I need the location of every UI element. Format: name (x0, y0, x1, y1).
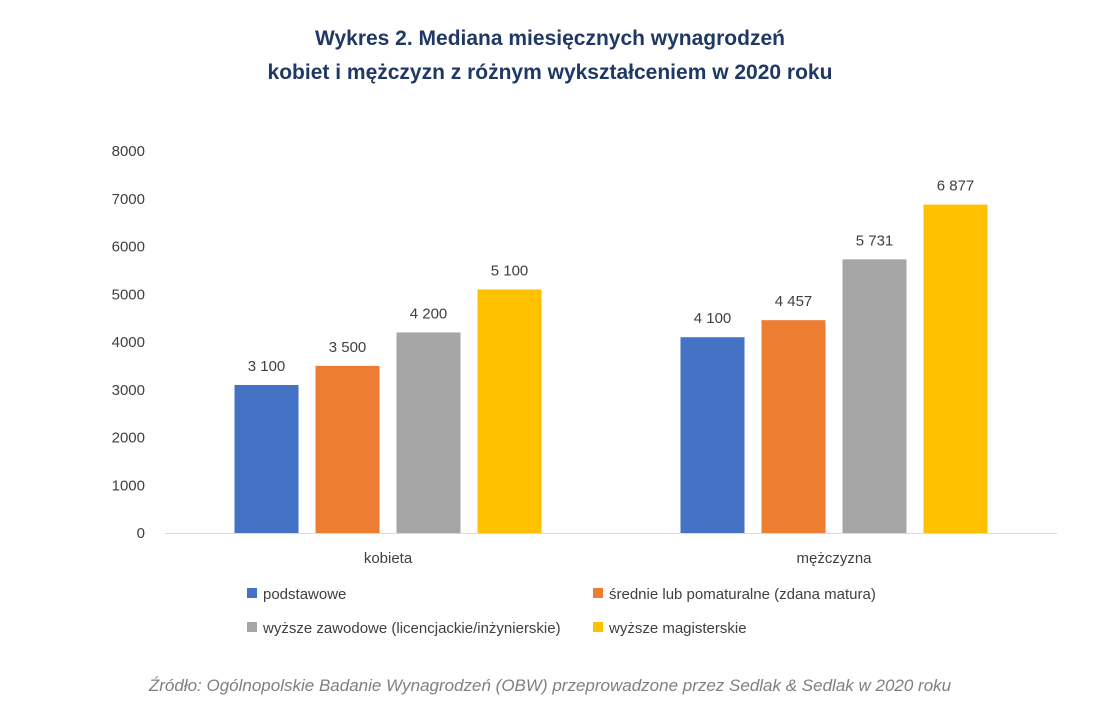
chart-title-line-1: Wykres 2. Mediana miesięcznych wynagrodz… (315, 27, 785, 50)
chart-title: Wykres 2. Mediana miesięcznych wynagrodz… (0, 22, 1100, 90)
y-tick-label: 7000 (112, 191, 145, 208)
bar (234, 384, 299, 533)
chart-title-line-2: kobiet i mężczyzn z różnym wykształcenie… (267, 61, 833, 84)
data-label: 6 877 (937, 178, 975, 195)
y-tick-label: 2000 (112, 430, 145, 447)
data-label: 3 100 (248, 358, 286, 375)
legend-item-srednie: średnie lub pomaturalne (zdana matura) (593, 586, 876, 603)
legend-item-wyzsze-magisterskie: wyższe magisterskie (593, 620, 747, 637)
data-label: 5 100 (491, 262, 529, 279)
data-label: 4 200 (410, 305, 448, 322)
legend-swatch-gray (247, 622, 257, 632)
data-label: 5 731 (856, 232, 894, 249)
y-tick-label: 0 (137, 525, 145, 542)
legend-label: wyższe magisterskie (609, 620, 747, 637)
bar (315, 365, 380, 533)
y-tick-label: 6000 (112, 239, 145, 256)
legend-item-wyzsze-zawodowe: wyższe zawodowe (licencjackie/inżyniersk… (247, 620, 561, 637)
legend-label: średnie lub pomaturalne (zdana matura) (609, 586, 876, 603)
bar (923, 204, 988, 534)
data-label: 4 100 (694, 310, 732, 327)
legend-item-podstawowe: podstawowe (247, 586, 346, 603)
y-tick-label: 8000 (112, 143, 145, 160)
bar (477, 289, 542, 533)
y-tick-label: 5000 (112, 286, 145, 303)
bar (396, 332, 461, 533)
y-tick-label: 1000 (112, 477, 145, 494)
y-tick-label: 3000 (112, 382, 145, 399)
legend-swatch-yellow (593, 622, 603, 632)
y-tick-label: 4000 (112, 334, 145, 351)
data-label: 4 457 (775, 293, 813, 310)
bar (680, 337, 745, 533)
legend-label: wyższe zawodowe (licencjackie/inżyniersk… (263, 620, 561, 637)
legend-swatch-orange (593, 588, 603, 598)
legend-swatch-blue (247, 588, 257, 598)
data-label: 3 500 (329, 339, 367, 356)
category-label: kobieta (364, 550, 413, 567)
legend-label: podstawowe (263, 586, 347, 603)
bar (761, 320, 826, 533)
source-note: Źródło: Ogólnopolskie Badanie Wynagrodze… (148, 676, 952, 695)
bar (842, 259, 907, 533)
category-label: mężczyzna (796, 550, 872, 567)
